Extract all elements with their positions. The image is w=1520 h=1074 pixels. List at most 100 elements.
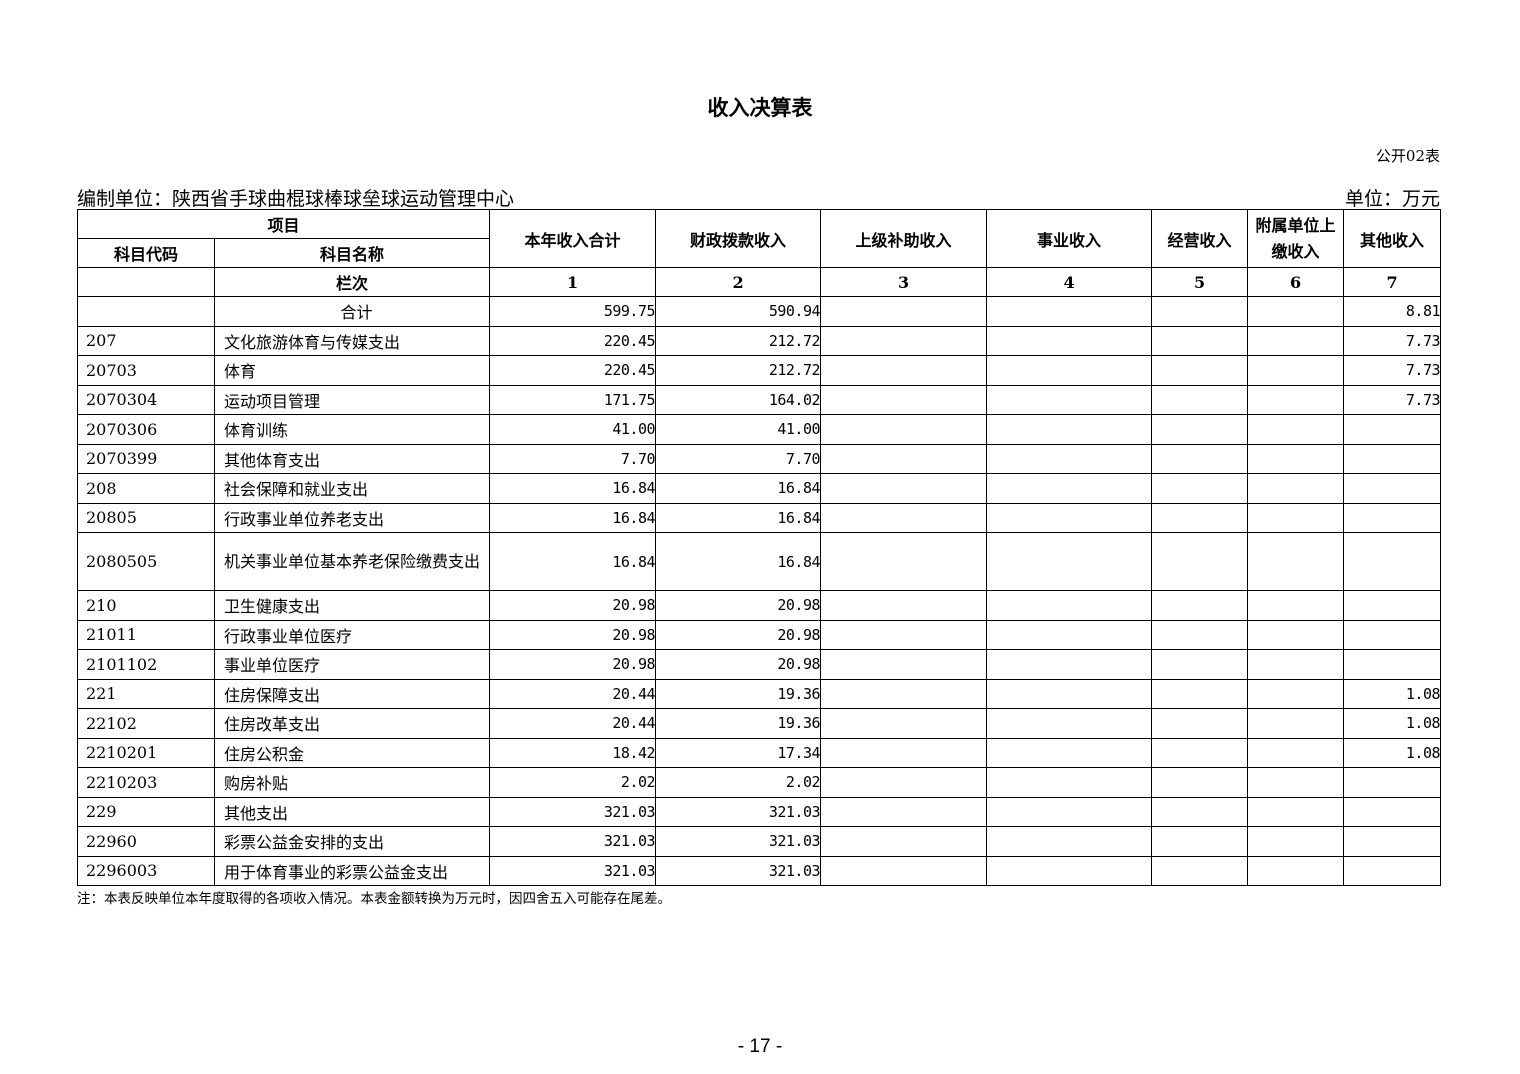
amount-cell [986, 619, 1153, 650]
amount-cell: 2.02 [655, 767, 822, 798]
subject-code: 207 [77, 325, 215, 356]
subject-name: 用于体育事业的彩票公益金支出 [213, 855, 491, 886]
amount-cell: 7.73 [1343, 325, 1442, 356]
amount-cell [820, 532, 988, 591]
amount-cell: 16.84 [655, 532, 822, 591]
table-row: 221 住房保障支出 20.44 19.36 1.08 [77, 678, 1442, 709]
amount-cell [1151, 384, 1249, 415]
amount-cell [820, 355, 988, 386]
amount-cell [1343, 414, 1442, 445]
amount-cell [1247, 826, 1345, 857]
subject-name: 卫生健康支出 [213, 590, 491, 621]
amount-cell [1247, 532, 1345, 591]
amount-cell: 16.84 [655, 502, 822, 533]
amount-cell [1151, 796, 1249, 827]
amount-cell [820, 855, 988, 886]
amount-cell [1247, 296, 1345, 327]
amount-cell [986, 590, 1153, 621]
amount-cell [1247, 590, 1345, 621]
amount-cell [1151, 296, 1249, 327]
amount-cell: 321.03 [489, 826, 657, 857]
subject-code: 2070399 [77, 443, 215, 474]
form-number: 公开02表 [1375, 147, 1440, 165]
amount-cell [1343, 502, 1442, 533]
col-num: 4 [986, 267, 1153, 297]
amount-cell [986, 532, 1153, 591]
amount-cell [1151, 414, 1249, 445]
subject-code: 210 [77, 590, 215, 621]
subject-name: 购房补贴 [213, 767, 491, 798]
amount-cell: 7.70 [655, 443, 822, 474]
table-row: 20805 行政事业单位养老支出 16.84 16.84 [77, 502, 1442, 533]
header-col-7: 其他收入 [1343, 209, 1442, 268]
subject-code: 2070306 [77, 414, 215, 445]
amount-cell [1247, 355, 1345, 386]
subject-name: 社会保障和就业支出 [213, 473, 491, 504]
amount-cell [820, 649, 988, 680]
amount-cell [1151, 355, 1249, 386]
amount-cell [820, 826, 988, 857]
amount-cell [1151, 443, 1249, 474]
header-col-3: 上级补助收入 [820, 209, 988, 268]
subject-code [77, 296, 215, 327]
amount-cell [986, 826, 1153, 857]
amount-cell [820, 708, 988, 739]
amount-cell [986, 649, 1153, 680]
amount-cell: 7.73 [1343, 384, 1442, 415]
amount-cell [1151, 737, 1249, 768]
header-name: 科目名称 [213, 238, 491, 268]
subject-code: 2101102 [77, 649, 215, 680]
subject-code: 208 [77, 473, 215, 504]
amount-cell: 20.98 [655, 619, 822, 650]
subject-code: 20805 [77, 502, 215, 533]
page-number: - 17 - [737, 1036, 783, 1057]
amount-cell [1247, 502, 1345, 533]
amount-cell: 321.03 [489, 855, 657, 886]
col-num: 7 [1343, 267, 1442, 297]
amount-cell [820, 737, 988, 768]
amount-cell [1343, 767, 1442, 798]
amount-cell [1247, 708, 1345, 739]
table-row: 2080505 机关事业单位基本养老保险缴费支出 16.84 16.84 [77, 532, 1442, 591]
amount-cell [820, 619, 988, 650]
amount-cell [820, 678, 988, 709]
table-row: 合计 599.75 590.94 8.81 [77, 296, 1442, 327]
amount-cell: 20.98 [655, 649, 822, 680]
amount-cell: 171.75 [489, 384, 657, 415]
amount-cell: 212.72 [655, 325, 822, 356]
amount-cell [1151, 619, 1249, 650]
col-num: 5 [1151, 267, 1249, 297]
col-num: 6 [1247, 267, 1345, 297]
amount-cell: 17.34 [655, 737, 822, 768]
amount-cell: 321.03 [489, 796, 657, 827]
amount-cell [986, 767, 1153, 798]
col-num: 3 [820, 267, 988, 297]
amount-cell [820, 384, 988, 415]
amount-cell [1247, 443, 1345, 474]
subject-name: 体育 [213, 355, 491, 386]
amount-cell [986, 796, 1153, 827]
amount-cell [1247, 325, 1345, 356]
table-row: 2101102 事业单位医疗 20.98 20.98 [77, 649, 1442, 680]
subject-name: 住房保障支出 [213, 678, 491, 709]
table-row: 210 卫生健康支出 20.98 20.98 [77, 590, 1442, 621]
amount-cell: 1.08 [1343, 737, 1442, 768]
header-col-2: 财政拨款收入 [655, 209, 822, 268]
amount-cell [1247, 796, 1345, 827]
subject-code: 221 [77, 678, 215, 709]
amount-cell: 212.72 [655, 355, 822, 386]
amount-cell [1247, 855, 1345, 886]
amount-cell: 20.98 [655, 590, 822, 621]
amount-cell [1343, 590, 1442, 621]
amount-cell: 20.44 [489, 678, 657, 709]
amount-cell [1247, 473, 1345, 504]
amount-cell [820, 502, 988, 533]
subject-name: 体育训练 [213, 414, 491, 445]
header-col-6: 附属单位上缴收入 [1247, 209, 1345, 268]
amount-cell: 16.84 [489, 532, 657, 591]
subject-name: 其他支出 [213, 796, 491, 827]
amount-cell [1151, 532, 1249, 591]
table-row: 2070304 运动项目管理 171.75 164.02 7.73 [77, 384, 1442, 415]
amount-cell [1343, 855, 1442, 886]
amount-cell [820, 473, 988, 504]
